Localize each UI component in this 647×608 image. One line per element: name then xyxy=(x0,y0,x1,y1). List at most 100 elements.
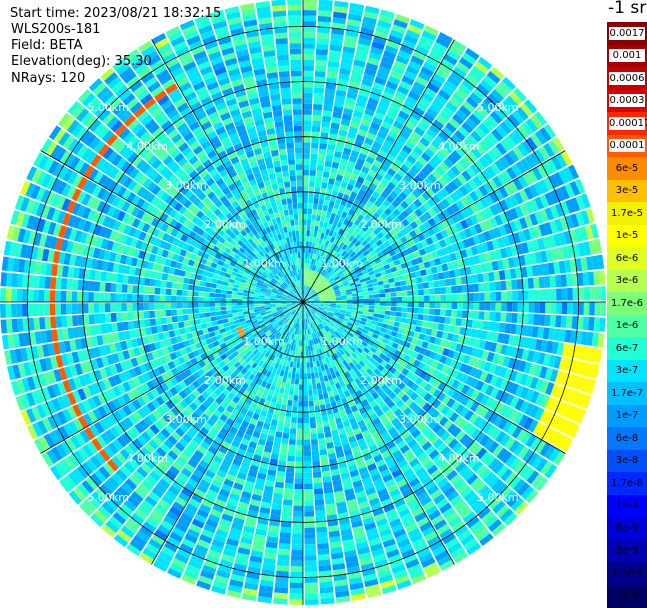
range-gate xyxy=(6,304,12,318)
range-gate xyxy=(430,295,436,301)
range-gate xyxy=(305,561,317,567)
range-gate xyxy=(303,164,309,170)
range-gate xyxy=(291,423,297,429)
range-gate xyxy=(44,304,50,316)
range-gate xyxy=(132,294,138,302)
range-gate xyxy=(428,281,434,288)
range-gate xyxy=(322,205,328,211)
range-gate xyxy=(161,317,167,324)
range-gate xyxy=(322,387,327,393)
range-gate xyxy=(317,538,329,544)
range-gate xyxy=(494,322,501,332)
range-gate xyxy=(305,572,318,578)
range-gate xyxy=(154,295,160,302)
range-gate xyxy=(276,471,285,477)
range-gate xyxy=(507,291,513,301)
range-gate xyxy=(308,197,313,203)
range-gate xyxy=(292,367,296,373)
range-gate xyxy=(419,296,425,302)
range-gate xyxy=(584,302,590,315)
range-gate xyxy=(290,577,303,583)
range-gate xyxy=(309,412,315,418)
range-gate xyxy=(391,302,397,306)
range-gate xyxy=(171,296,177,302)
range-gate xyxy=(352,293,358,296)
range-gate xyxy=(304,423,310,429)
range-gate xyxy=(275,431,282,438)
range-gate xyxy=(551,302,557,314)
range-gate xyxy=(303,368,306,374)
range-gate xyxy=(304,467,312,473)
range-gate xyxy=(303,197,308,203)
range-gate xyxy=(434,316,440,323)
range-gate xyxy=(284,488,293,494)
range-gate xyxy=(318,554,330,560)
range-gate xyxy=(319,149,327,155)
range-gate xyxy=(308,390,313,396)
range-gate xyxy=(588,271,595,285)
range-gate xyxy=(396,307,402,312)
range-gate xyxy=(264,302,270,304)
range-gate xyxy=(540,289,546,300)
range-gate xyxy=(472,320,478,329)
range-gate xyxy=(278,549,290,555)
range-gate xyxy=(539,277,545,289)
range-gate xyxy=(198,303,204,308)
range-gate xyxy=(303,153,310,159)
range-gate xyxy=(599,318,606,332)
range-gate xyxy=(128,321,135,330)
range-gate xyxy=(311,439,318,445)
range-gate xyxy=(300,357,303,363)
range-gate xyxy=(567,288,573,301)
range-gate xyxy=(253,302,259,304)
range-gate xyxy=(452,294,458,301)
range-gate xyxy=(315,220,320,226)
range-gate xyxy=(89,314,95,324)
range-gate xyxy=(287,461,295,467)
range-gate xyxy=(385,293,391,297)
range-gate xyxy=(314,192,320,198)
range-gate xyxy=(489,282,495,291)
range-gate xyxy=(315,372,319,378)
range-gate xyxy=(383,279,389,284)
range-gate xyxy=(305,258,307,264)
range-gate xyxy=(280,532,291,538)
range-gate xyxy=(297,434,303,440)
range-gate xyxy=(427,322,433,329)
range-gate xyxy=(216,315,222,320)
range-gate xyxy=(478,311,484,320)
range-gate xyxy=(311,137,319,143)
range-gate xyxy=(315,505,325,511)
range-gate xyxy=(200,318,206,324)
range-gate xyxy=(231,299,237,302)
range-gate xyxy=(296,346,299,352)
range-gate xyxy=(226,302,232,306)
range-gate xyxy=(299,374,303,380)
range-gate xyxy=(446,302,452,309)
range-gate xyxy=(303,357,306,363)
range-gate xyxy=(322,116,331,123)
range-gate xyxy=(389,316,395,321)
range-gate xyxy=(396,292,402,297)
range-gate xyxy=(307,214,311,220)
range-gate xyxy=(94,303,100,313)
range-gate xyxy=(435,295,441,301)
range-gate xyxy=(274,437,281,444)
range-gate xyxy=(294,384,298,390)
range-gate xyxy=(122,322,129,331)
range-gate xyxy=(309,175,315,181)
range-gate xyxy=(298,407,303,413)
range-gate xyxy=(373,313,379,317)
range-gate xyxy=(307,219,311,225)
range-gate xyxy=(295,373,299,379)
range-gate xyxy=(318,433,325,439)
range-gate xyxy=(308,203,313,209)
range-gate xyxy=(416,277,422,283)
range-gate xyxy=(293,517,303,523)
range-gate xyxy=(341,297,347,299)
range-gate xyxy=(336,298,342,300)
range-gate xyxy=(484,282,490,291)
range-gate xyxy=(317,160,324,166)
range-gate xyxy=(171,303,177,309)
range-gate xyxy=(99,293,105,302)
